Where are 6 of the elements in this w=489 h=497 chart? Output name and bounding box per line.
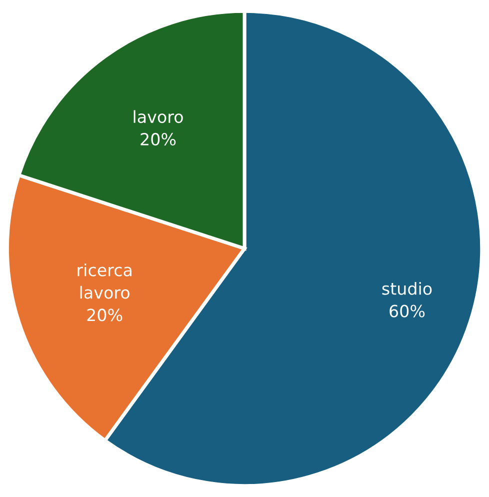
data-label: 60%	[390, 304, 425, 318]
slice-label: ricerca lavoro	[78, 263, 132, 299]
slice-label: studio	[382, 282, 432, 295]
data-label: 20%	[140, 132, 176, 146]
slice-label: lavoro	[134, 110, 183, 124]
data-label: 20%	[87, 308, 122, 322]
